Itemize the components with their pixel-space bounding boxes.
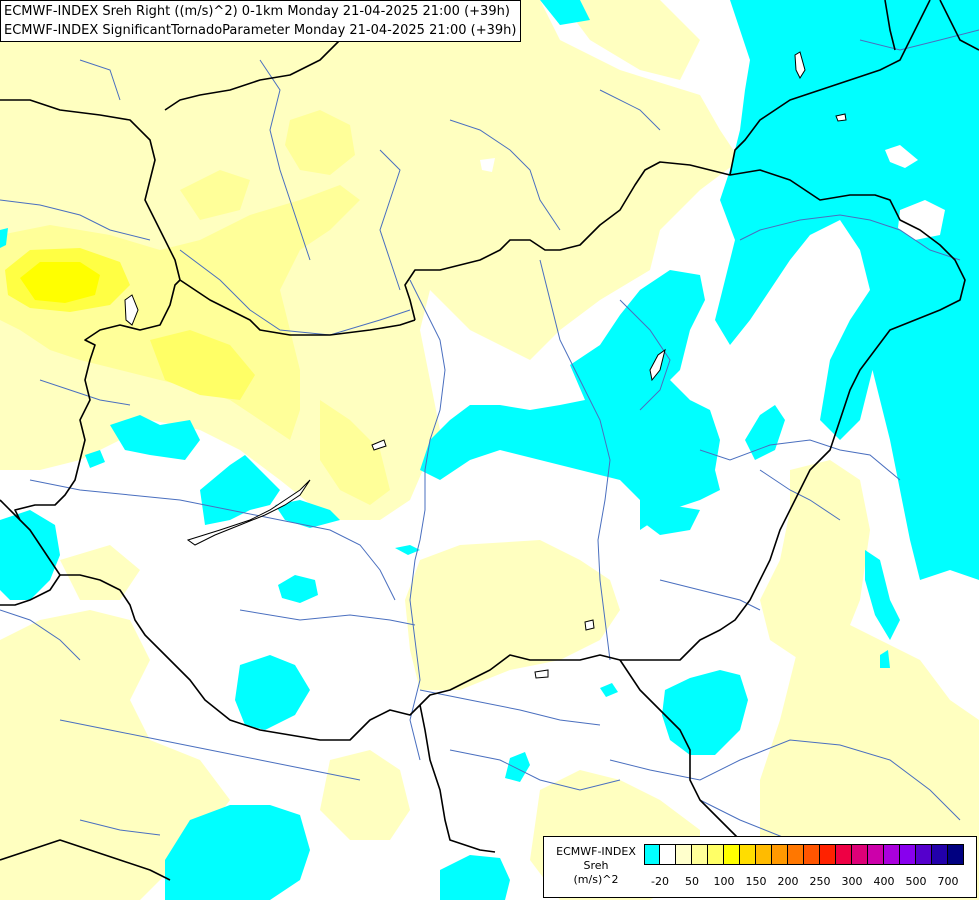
sreh-white-holes — [480, 145, 945, 508]
lakes — [124, 51, 847, 679]
title-line-stp: ECMWF-INDEX SignificantTornadoParameter … — [4, 23, 517, 38]
legend-swatch — [692, 844, 708, 865]
sreh-yellow-area — [5, 248, 255, 400]
sreh-light-yellow-areas — [0, 110, 390, 505]
legend-swatch — [676, 844, 692, 865]
legend-swatch — [820, 844, 836, 865]
legend-source: ECMWF-INDEX — [556, 845, 636, 858]
legend-swatch — [660, 844, 676, 865]
country-borders — [0, 0, 979, 881]
legend-tick-label: -20 — [651, 875, 669, 888]
legend-swatch — [836, 844, 852, 865]
legend-swatch — [932, 844, 948, 865]
legend-swatch — [916, 844, 932, 865]
legend-swatch — [884, 844, 900, 865]
legend-swatch — [868, 844, 884, 865]
legend-tick-label: 200 — [777, 875, 799, 888]
legend-color-scale — [644, 844, 966, 866]
legend-swatch — [788, 844, 804, 865]
legend-unit: (m/s)^2 — [573, 873, 619, 886]
legend-parameter: Sreh — [583, 859, 609, 872]
legend-tick-label: 500 — [905, 875, 927, 888]
legend-swatch — [708, 844, 724, 865]
legend-tick-label: 100 — [713, 875, 735, 888]
legend-swatch — [900, 844, 916, 865]
title-line-sreh: ECMWF-INDEX Sreh Right ((m/s)^2) 0-1km M… — [4, 4, 510, 19]
legend-swatch — [772, 844, 788, 865]
legend-swatch — [724, 844, 740, 865]
legend-tick-label: 250 — [809, 875, 831, 888]
legend-tick-label: 50 — [685, 875, 699, 888]
legend-tick-label: 300 — [841, 875, 863, 888]
rivers — [0, 29, 979, 881]
legend-scale-frame — [644, 844, 964, 865]
legend-title: ECMWF-INDEX Sreh (m/s)^2 — [548, 845, 644, 887]
legend-tick-label: 150 — [745, 875, 767, 888]
legend-swatch — [756, 844, 772, 865]
legend-swatch — [740, 844, 756, 865]
legend-tick-label: 400 — [873, 875, 895, 888]
legend-swatch — [852, 844, 868, 865]
legend-tick-label: 700 — [937, 875, 959, 888]
color-legend: ECMWF-INDEX Sreh (m/s)^2 -20 50 100 150 200 2… — [543, 836, 977, 898]
legend-swatch — [804, 844, 820, 865]
chart-title-box: ECMWF-INDEX Sreh Right ((m/s)^2) 0-1km M… — [0, 0, 521, 42]
